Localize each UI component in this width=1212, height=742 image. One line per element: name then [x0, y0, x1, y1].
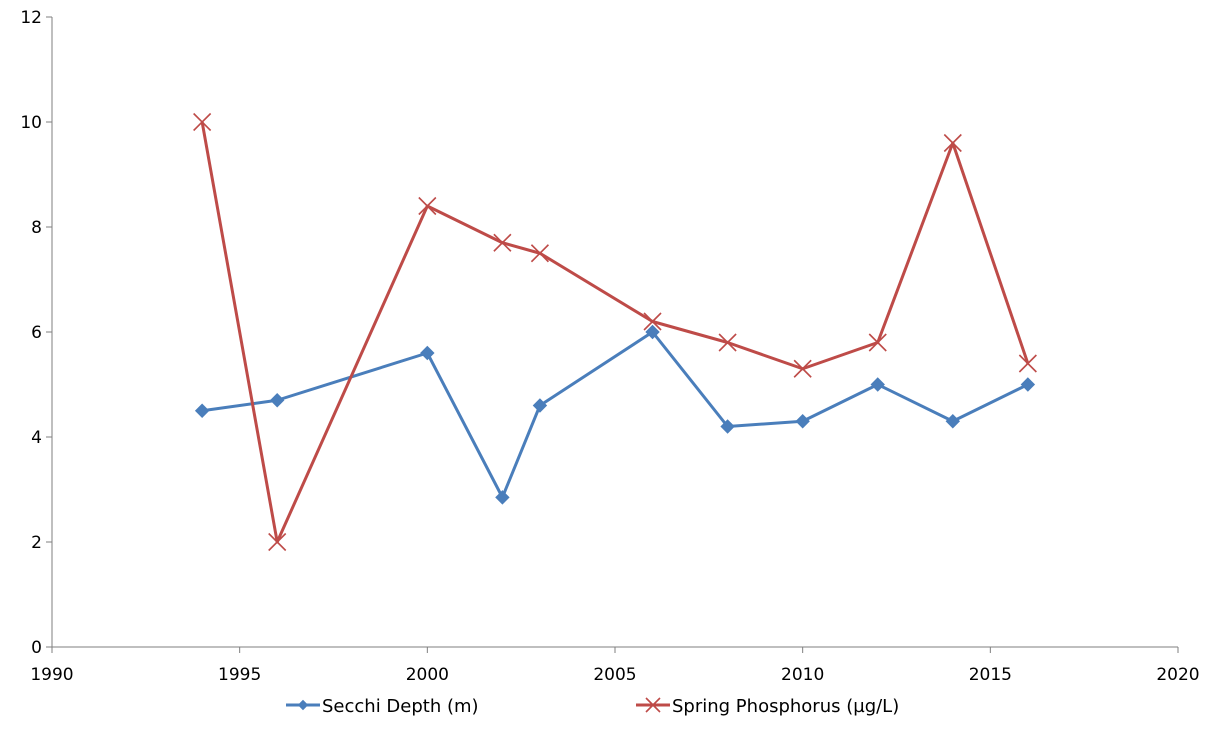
legend-marker [297, 699, 309, 711]
data-point [645, 324, 660, 340]
y-ticks: 0 2 4 6 8 10 12 [20, 8, 52, 658]
data-point [643, 312, 662, 331]
data-point [532, 398, 548, 413]
x-tick-label: 2010 [781, 665, 824, 685]
data-point [269, 393, 285, 408]
data-point [493, 233, 512, 252]
y-tick-label: 12 [20, 8, 42, 28]
x-tick-label: 2000 [406, 665, 449, 685]
x-tick-label: 1990 [30, 665, 73, 685]
data-point [420, 345, 435, 361]
y-tick-label: 8 [31, 218, 42, 238]
data-point [720, 419, 735, 434]
series-layer [193, 112, 1037, 552]
y-tick-label: 6 [31, 323, 42, 343]
y-tick-label: 2 [31, 533, 42, 553]
data-point [870, 377, 885, 392]
data-point [193, 112, 212, 132]
series-line [200, 121, 1030, 544]
data-point [530, 244, 549, 263]
x-ticks: 1990 1995 2000 2005 2010 2015 2020 [30, 647, 1200, 685]
legend-item: Spring Phosphorus (µg/L) [636, 696, 899, 717]
data-point [268, 532, 287, 552]
y-tick-label: 10 [20, 113, 42, 133]
data-point [793, 359, 812, 378]
data-point [194, 403, 210, 418]
data-point [868, 333, 887, 352]
data-point [418, 196, 437, 216]
data-point [718, 333, 737, 352]
data-point [1020, 377, 1036, 392]
axes [51, 17, 1178, 648]
legend-label: Spring Phosphorus (µg/L) [672, 696, 899, 717]
series-2 [193, 112, 1037, 552]
y-tick-label: 4 [31, 428, 42, 448]
data-point [795, 414, 810, 429]
data-point [945, 414, 961, 429]
y-tick-label: 0 [31, 638, 42, 658]
legend-item: Secchi Depth (m) [286, 696, 479, 717]
x-tick-label: 2005 [593, 665, 636, 685]
x-tick-label: 2020 [1156, 665, 1199, 685]
legend-label: Secchi Depth (m) [322, 696, 479, 717]
x-tick-label: 2015 [969, 665, 1012, 685]
legend-marker [645, 697, 661, 713]
series-1 [194, 324, 1036, 505]
data-point [1018, 354, 1037, 373]
data-point [943, 133, 962, 153]
x-tick-label: 1995 [218, 665, 261, 685]
data-point [495, 490, 510, 505]
legend: Secchi Depth (m) Spring Phosphorus (µg/L) [286, 696, 899, 717]
series-line [201, 330, 1029, 499]
